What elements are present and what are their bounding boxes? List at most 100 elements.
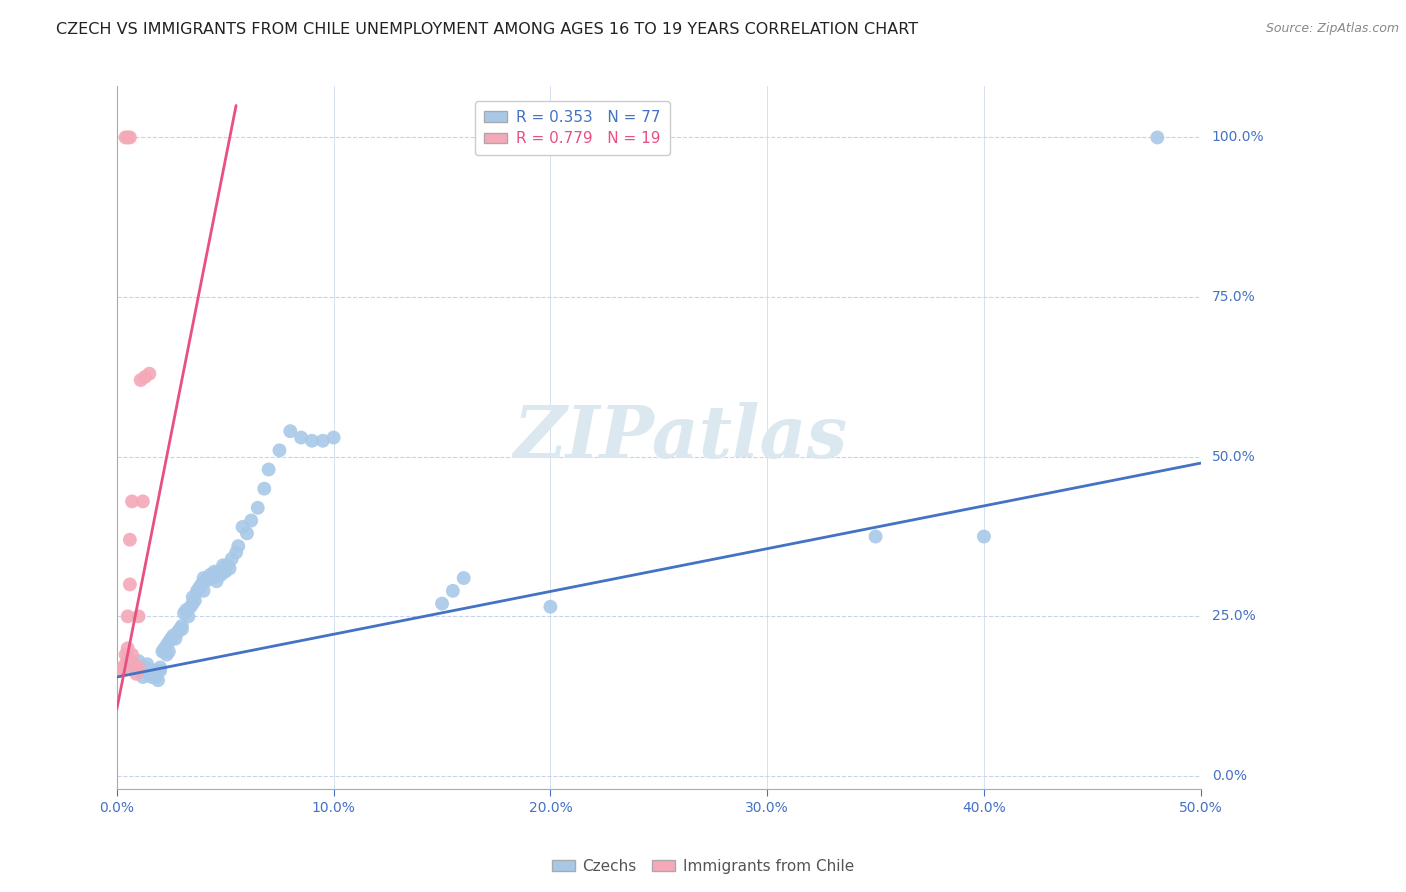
Point <box>121 660 143 674</box>
Point <box>212 558 235 573</box>
Point <box>141 670 163 684</box>
Point <box>214 565 236 579</box>
Point <box>221 552 243 566</box>
Point <box>132 670 155 684</box>
Point <box>186 583 208 598</box>
Point <box>134 660 156 674</box>
Point <box>202 565 225 579</box>
Point <box>290 431 312 445</box>
Point <box>117 609 139 624</box>
Point <box>145 670 167 684</box>
Point <box>142 664 165 678</box>
Point <box>194 574 217 589</box>
Point <box>114 130 136 145</box>
Text: 75.0%: 75.0% <box>1212 290 1256 304</box>
Text: 50.0%: 50.0% <box>1212 450 1256 464</box>
Point <box>117 651 139 665</box>
Point <box>173 606 195 620</box>
Point <box>138 666 160 681</box>
Point <box>453 571 475 585</box>
Point <box>208 565 231 579</box>
Point <box>180 599 202 614</box>
Point <box>125 666 148 681</box>
Point <box>149 664 172 678</box>
Point <box>181 597 204 611</box>
Point <box>225 545 247 559</box>
Point <box>153 641 176 656</box>
Point <box>170 619 193 633</box>
Point <box>156 648 179 662</box>
Point <box>205 574 228 589</box>
Point <box>166 625 188 640</box>
Point <box>430 597 453 611</box>
Point <box>128 660 150 674</box>
Point <box>128 609 150 624</box>
Point <box>278 424 301 438</box>
Point <box>138 664 160 678</box>
Point <box>112 660 135 674</box>
Point <box>1146 130 1168 145</box>
Point <box>160 632 183 646</box>
Point <box>193 571 215 585</box>
Point <box>122 657 145 672</box>
Point <box>217 558 239 573</box>
Text: 100.0%: 100.0% <box>1212 130 1264 145</box>
Point <box>114 657 136 672</box>
Point <box>188 581 211 595</box>
Text: CZECH VS IMMIGRANTS FROM CHILE UNEMPLOYMENT AMONG AGES 16 TO 19 YEARS CORRELATIO: CZECH VS IMMIGRANTS FROM CHILE UNEMPLOYM… <box>56 22 918 37</box>
Point <box>146 673 169 688</box>
Point <box>162 628 184 642</box>
Point <box>117 130 139 145</box>
Point <box>118 577 141 591</box>
Point <box>197 571 219 585</box>
Point <box>201 571 224 585</box>
Point <box>169 622 191 636</box>
Point <box>236 526 259 541</box>
Point <box>181 590 204 604</box>
Point <box>170 622 193 636</box>
Point <box>150 644 173 658</box>
Point <box>153 644 176 658</box>
Point <box>269 443 291 458</box>
Point <box>128 654 150 668</box>
Text: 0.0%: 0.0% <box>1212 769 1247 783</box>
Point <box>232 520 254 534</box>
Point <box>110 664 132 678</box>
Point <box>114 648 136 662</box>
Point <box>193 583 215 598</box>
Point <box>118 130 141 145</box>
Legend: R = 0.353   N = 77, R = 0.779   N = 19: R = 0.353 N = 77, R = 0.779 N = 19 <box>475 101 669 155</box>
Text: 25.0%: 25.0% <box>1212 609 1256 624</box>
Legend: Czechs, Immigrants from Chile: Czechs, Immigrants from Chile <box>546 853 860 880</box>
Point <box>301 434 323 448</box>
Point <box>157 635 180 649</box>
Point <box>209 567 232 582</box>
Point <box>156 638 179 652</box>
Point <box>322 431 344 445</box>
Point <box>174 603 197 617</box>
Point <box>257 462 280 476</box>
Point <box>177 609 200 624</box>
Point <box>538 599 561 614</box>
Point <box>121 648 143 662</box>
Point <box>132 494 155 508</box>
Point <box>129 373 152 387</box>
Point <box>112 660 135 674</box>
Point <box>165 632 187 646</box>
Point <box>149 660 172 674</box>
Text: Source: ZipAtlas.com: Source: ZipAtlas.com <box>1265 22 1399 36</box>
Point <box>226 539 249 553</box>
Point <box>253 482 276 496</box>
Point <box>157 644 180 658</box>
Point <box>312 434 335 448</box>
Point <box>973 529 995 543</box>
Point <box>134 370 156 384</box>
Point <box>117 641 139 656</box>
Point <box>121 494 143 508</box>
Point <box>218 561 240 575</box>
Point <box>118 533 141 547</box>
Point <box>136 657 159 672</box>
Point <box>122 657 145 672</box>
Point <box>138 367 160 381</box>
Point <box>441 583 464 598</box>
